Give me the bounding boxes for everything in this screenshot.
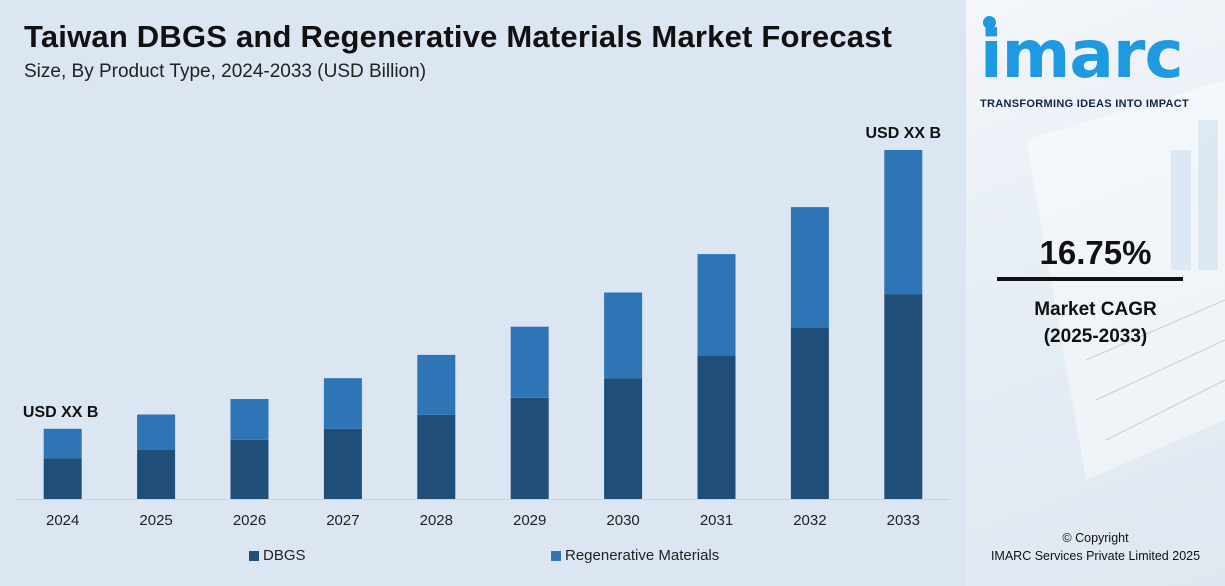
x-tick-label-2027: 2027 bbox=[326, 512, 359, 529]
x-tick-label-2024: 2024 bbox=[46, 512, 79, 529]
bar-chart: 2024 USD XX B 2025 2026 2027 2028 2029 2030 2031… bbox=[16, 125, 950, 529]
x-tick-label-2033: 2033 bbox=[887, 512, 920, 529]
bar-dbgs-2028 bbox=[417, 414, 456, 499]
copyright-block: © Copyright IMARC Services Private Limit… bbox=[966, 529, 1225, 565]
cagr-divider bbox=[997, 277, 1183, 281]
bar-dbgs-2025 bbox=[137, 450, 176, 499]
cagr-label-block: Market CAGR (2025-2033) bbox=[966, 296, 1225, 350]
imarc-logo: imarc bbox=[978, 14, 1218, 114]
bar-dbgs-2031 bbox=[697, 355, 736, 499]
bar-regenerative-2025 bbox=[137, 414, 176, 450]
cagr-period: (2025-2033) bbox=[1043, 326, 1148, 347]
bar-regenerative-2031 bbox=[697, 254, 736, 356]
x-tick-label-2032: 2032 bbox=[793, 512, 826, 529]
bar-dbgs-2029 bbox=[510, 397, 549, 499]
legend-label-dbgs: DBGS bbox=[263, 547, 306, 564]
bar-dbgs-2033 bbox=[884, 294, 923, 499]
bar-dbgs-2024 bbox=[43, 458, 82, 499]
bar-dbgs-2027 bbox=[323, 428, 362, 499]
bar-dbgs-2030 bbox=[604, 378, 643, 499]
legend: DBGS Regenerative Materials bbox=[0, 547, 966, 567]
x-tick-label-2031: 2031 bbox=[700, 512, 733, 529]
chart-title: Taiwan DBGS and Regenerative Materials M… bbox=[24, 19, 893, 54]
copyright-text: © Copyright bbox=[1062, 531, 1129, 545]
logo-tagline: TRANSFORMING IDEAS INTO IMPACT bbox=[980, 98, 1190, 110]
legend-item-dbgs: DBGS bbox=[249, 547, 306, 564]
x-tick-label-2026: 2026 bbox=[233, 512, 266, 529]
x-tick-label-2030: 2030 bbox=[606, 512, 639, 529]
logo-wordmark: imarc bbox=[980, 16, 1184, 93]
logo-dot-icon bbox=[983, 16, 996, 29]
side-panel: imarc TRANSFORMING IDEAS INTO IMPACT 16.… bbox=[966, 0, 1225, 586]
bar-regenerative-2029 bbox=[510, 326, 549, 398]
value-label-2024: USD XX B bbox=[23, 404, 99, 421]
x-tick-label-2029: 2029 bbox=[513, 512, 546, 529]
bar-regenerative-2030 bbox=[604, 292, 643, 379]
legend-swatch-dbgs bbox=[249, 550, 259, 561]
x-tick-label-2025: 2025 bbox=[139, 512, 172, 529]
cagr-label: Market CAGR bbox=[1034, 299, 1157, 320]
chart-subtitle: Size, By Product Type, 2024-2033 (USD Bi… bbox=[24, 61, 427, 82]
bar-dbgs-2026 bbox=[230, 439, 269, 499]
bar-regenerative-2027 bbox=[323, 378, 362, 429]
bar-regenerative-2033 bbox=[884, 150, 923, 295]
bar-regenerative-2024 bbox=[43, 428, 82, 459]
company-name: IMARC Services Private Limited 2025 bbox=[990, 549, 1201, 563]
legend-item-regenerative: Regenerative Materials bbox=[551, 547, 719, 564]
bar-regenerative-2028 bbox=[417, 354, 456, 415]
bar-regenerative-2026 bbox=[230, 399, 269, 440]
chart-panel: 2024 USD XX B 2025 2026 2027 2028 2029 2030 2031… bbox=[0, 0, 966, 586]
x-tick-label-2028: 2028 bbox=[420, 512, 453, 529]
value-label-2033: USD XX B bbox=[866, 125, 942, 142]
bar-regenerative-2032 bbox=[790, 207, 829, 328]
legend-swatch-regenerative bbox=[551, 550, 561, 561]
bar-dbgs-2032 bbox=[790, 327, 829, 499]
cagr-value: 16.75% bbox=[1039, 234, 1152, 271]
legend-label-regenerative: Regenerative Materials bbox=[565, 547, 720, 564]
